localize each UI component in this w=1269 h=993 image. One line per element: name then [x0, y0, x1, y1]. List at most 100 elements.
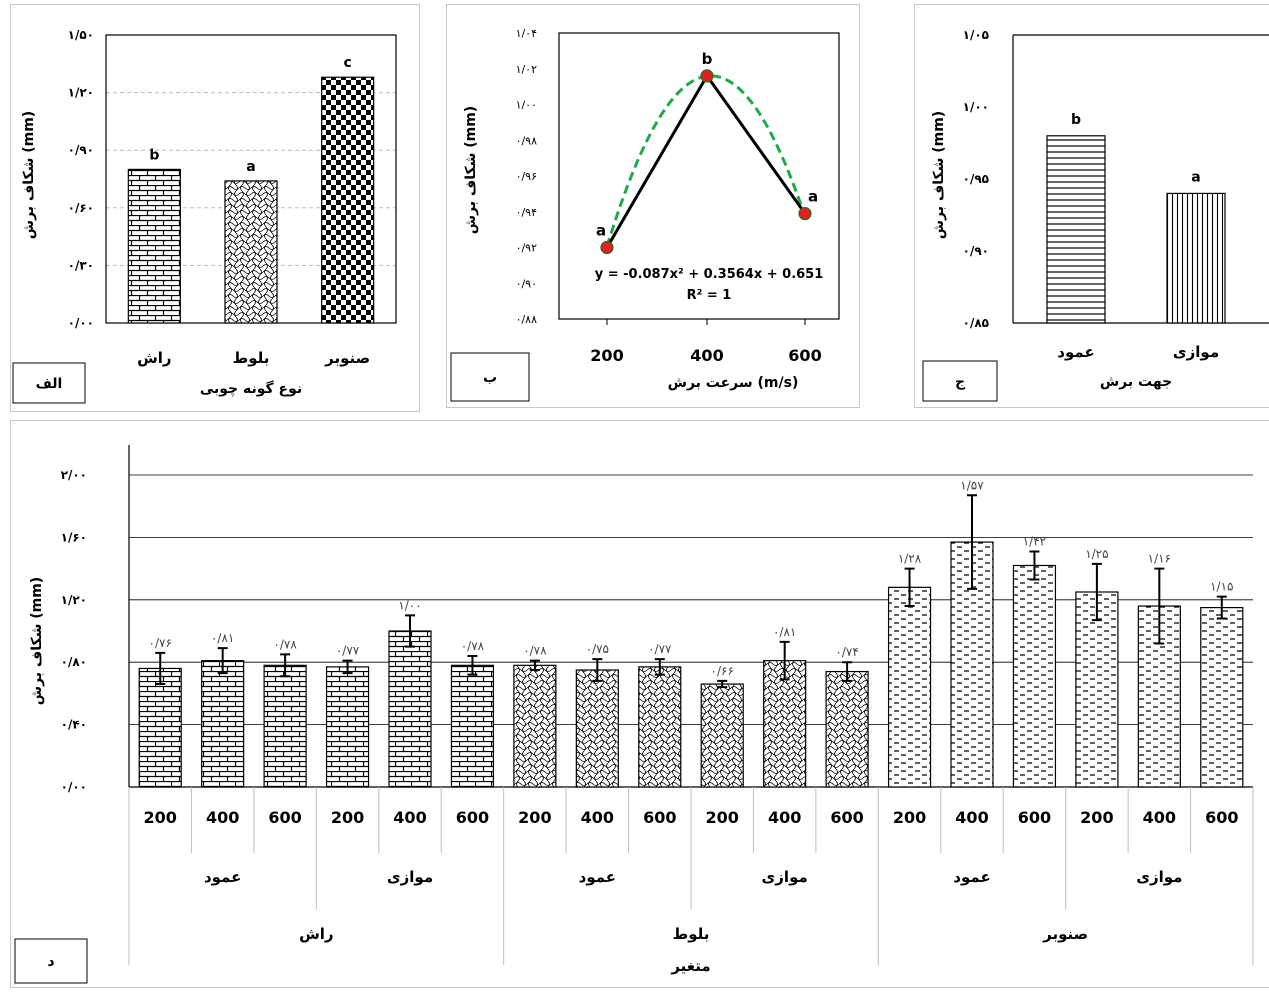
error-bar-d: [592, 658, 603, 682]
bar-d: [1200, 607, 1244, 788]
panel-label-c: ج: [955, 374, 966, 390]
panel-label-d-box: [14, 938, 88, 984]
error-bar-d: [467, 654, 478, 676]
direction-label-d: موازی: [387, 868, 433, 886]
speed-label-d: 600: [643, 808, 676, 827]
speed-label-d: 600: [268, 808, 301, 827]
ytick-label-a: ۰/۳۰: [68, 258, 94, 272]
panel-label-b-box: [450, 352, 530, 402]
error-bar-d: [654, 658, 665, 676]
bar-c: [1166, 192, 1226, 324]
error-bar-d: [904, 567, 915, 608]
bar-d: [263, 664, 307, 788]
error-bar-d: [529, 659, 540, 671]
bar-d: [1012, 564, 1057, 788]
ytick-label-a: ۰/۶۰: [68, 201, 94, 215]
y-axis-title-d: شکاف برش (mm): [29, 577, 45, 705]
ytick-label-c: ۱/۰۰: [963, 100, 989, 114]
speed-label-d: 200: [144, 808, 177, 827]
error-bar-d: [217, 647, 228, 675]
ytick-label-c: ۰/۹۵: [963, 172, 989, 186]
species-label-d: بلوط: [673, 925, 710, 943]
ytick-label-b: ۰/۹۸: [516, 134, 538, 147]
error-bar-d: [1216, 595, 1227, 620]
bar-d: [138, 667, 182, 788]
speed-label-d: 400: [955, 808, 988, 827]
value-label-d: ۱/۱۵: [1210, 580, 1233, 594]
ytick-label-b: ۰/۸۸: [516, 313, 538, 326]
value-label-d: ۰/۷۸: [273, 637, 297, 651]
significance-letter-b: a: [808, 188, 818, 206]
value-label-d: ۱/۱۶: [1148, 552, 1171, 566]
speed-label-d: 200: [518, 808, 551, 827]
data-point-b: [700, 69, 714, 83]
ytick-label-a: ۰/۹۰: [68, 143, 94, 157]
category-label-c: عمود: [1057, 343, 1094, 361]
chart-b: ۰/۸۸ ۰/۹۰ ۰/۹۲ ۰/۹۴ ۰/۹۶ ۰/۹۸ ۱/۰۰ ۱/۰۲ ۱/۰۴ a 200…: [450, 27, 840, 402]
ytick-label-d: ۰/۰۰: [61, 780, 87, 794]
value-label-d: ۰/۶۶: [711, 664, 734, 678]
panel-c: ۰/۸۵ ۰/۹۰ ۰/۹۵ ۱/۰۰ ۱/۰۵ b عمود a موازی جهت برش شک…: [914, 4, 1269, 408]
value-label-d: ۰/۷۶: [149, 636, 172, 650]
error-bar-d: [280, 653, 291, 678]
bar-a: [127, 168, 181, 324]
speed-label-d: 600: [830, 808, 863, 827]
bar-d: [325, 666, 370, 788]
ytick-label-d: ۲/۰۰: [61, 468, 87, 482]
ytick-label-b: ۰/۹۶: [516, 170, 537, 183]
bar-a: [321, 76, 375, 324]
panel-label-b: ب: [483, 370, 497, 386]
category-label-a: بلوط: [233, 349, 270, 367]
x-axis-title-a: نوع گونه چوبی: [200, 380, 302, 397]
y-axis-title-a: شکاف برش (mm): [21, 111, 37, 239]
bar-d: [575, 669, 619, 788]
category-label-a: راش: [137, 349, 171, 367]
significance-letter-c: a: [1191, 169, 1200, 185]
ytick-label-c: ۰/۹۰: [963, 244, 989, 258]
data-point-b: [600, 240, 614, 255]
chart-d: ۰/۰۰ ۰/۴۰ ۰/۸۰ ۱/۲۰ ۱/۶۰ ۲/۰۰ ۰/۷۶ 200 ۰/۸۱ 400 ۰/…: [14, 445, 1254, 984]
value-label-d: ۱/۵۷: [960, 478, 984, 492]
ytick-label-d: ۰/۴۰: [61, 718, 87, 732]
ytick-label-b: ۰/۹۰: [516, 277, 537, 290]
value-label-d: ۱/۰۰: [398, 598, 421, 612]
plot-frame-b: [558, 32, 840, 320]
direction-label-d: موازی: [762, 868, 808, 886]
direction-label-d: عمود: [953, 868, 990, 886]
bar-d: [450, 664, 495, 788]
direction-label-d: عمود: [204, 868, 241, 886]
speed-label-d: 400: [581, 808, 614, 827]
speed-label-d: 600: [1018, 808, 1051, 827]
ytick-label-c: ۰/۸۵: [963, 316, 989, 330]
panel-d: ۰/۰۰ ۰/۴۰ ۰/۸۰ ۱/۲۰ ۱/۶۰ ۲/۰۰ ۰/۷۶ 200 ۰/۸۱ 400 ۰/…: [10, 420, 1269, 988]
ytick-label-c: ۱/۰۵: [963, 28, 989, 42]
significance-letter-a: c: [344, 55, 352, 71]
error-bar-d: [1091, 562, 1102, 622]
speed-label-d: 200: [331, 808, 364, 827]
bar-a: [224, 180, 278, 324]
significance-letter-a: b: [149, 147, 159, 163]
value-label-d: ۰/۷۷: [648, 642, 672, 656]
speed-label-d: 400: [1143, 808, 1176, 827]
error-bar-d: [967, 494, 977, 590]
ytick-label-b: ۱/۰۰: [516, 99, 537, 112]
speed-label-d: 200: [706, 808, 739, 827]
ytick-label-d: ۱/۶۰: [61, 530, 87, 544]
significance-letter-b: b: [702, 50, 713, 68]
bar-d: [825, 670, 869, 788]
value-label-d: ۱/۲۵: [1085, 547, 1108, 561]
speed-label-d: 600: [456, 808, 489, 827]
bar-c: [1046, 135, 1106, 324]
chart-a: ۰/۰۰ ۰/۳۰ ۰/۶۰ ۰/۹۰ ۱/۲۰ ۱/۵۰ b راش a بلوط c صنوبر ن…: [12, 28, 397, 404]
direction-label-d: موازی: [1136, 868, 1182, 886]
speed-label-d: 400: [206, 808, 239, 827]
value-label-d: ۱/۲۸: [898, 552, 922, 566]
bar-d: [201, 660, 245, 788]
bar-d: [388, 630, 432, 788]
y-axis-title-b: شکاف برش (mm): [463, 106, 479, 234]
x-axis-title-d: متغیر: [670, 957, 710, 975]
value-label-d: ۰/۸۱: [211, 631, 234, 645]
bar-d: [763, 660, 807, 788]
value-label-d: ۰/۷۸: [461, 639, 485, 653]
ytick-label-d: ۱/۲۰: [61, 593, 87, 607]
